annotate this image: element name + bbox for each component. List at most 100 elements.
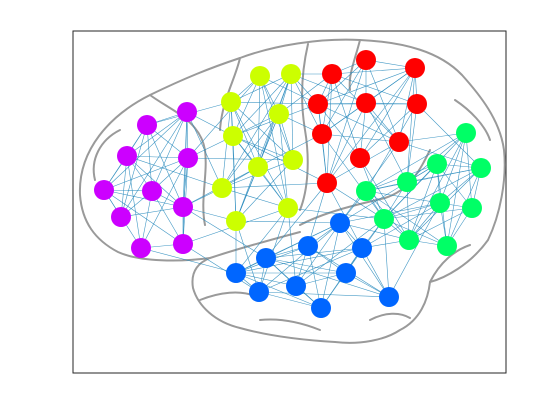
network-edge (365, 132, 467, 192)
network-edge (235, 272, 297, 287)
node-purple (117, 146, 137, 166)
node-green (430, 193, 450, 213)
network-edge (320, 218, 385, 309)
network-edge (317, 103, 400, 143)
network-edge (408, 207, 473, 241)
network-edge (326, 182, 385, 220)
network-edge (259, 75, 319, 105)
network-edge (326, 102, 367, 184)
network-edge (146, 124, 153, 192)
network-edge (103, 189, 184, 245)
network-edge (365, 190, 441, 204)
network-edge (388, 202, 441, 298)
network-edge (120, 155, 128, 218)
network-edge (230, 101, 319, 105)
network-edge (120, 111, 188, 218)
network-edge (290, 73, 367, 104)
network-edge (182, 243, 260, 293)
network-edge (326, 67, 416, 184)
node-green (437, 236, 457, 256)
node-purple (131, 238, 151, 258)
node-yellow (269, 104, 289, 124)
network-edge (320, 222, 341, 309)
node-purple (173, 234, 193, 254)
node-blue (311, 298, 331, 318)
node-yellow (212, 178, 232, 198)
network-edge (307, 182, 328, 247)
node-red (312, 124, 332, 144)
node-red (356, 50, 376, 70)
node-green (397, 172, 417, 192)
node-blue (226, 263, 246, 283)
node-yellow (278, 198, 298, 218)
network-edge (317, 59, 367, 105)
network-edge (383, 218, 390, 298)
node-blue (249, 282, 269, 302)
network-edge (182, 111, 188, 245)
network-edge (235, 220, 341, 224)
node-purple (94, 180, 114, 200)
node-purple (178, 148, 198, 168)
network-edge (331, 67, 416, 75)
network-edge (151, 111, 188, 192)
network-edge (232, 73, 292, 137)
network-edge (235, 73, 292, 222)
network-edge (295, 222, 341, 287)
node-red (317, 173, 337, 193)
network-edge (221, 187, 289, 209)
node-blue (379, 287, 399, 307)
network-edge (408, 163, 438, 241)
node-red (350, 148, 370, 168)
network-edge (439, 132, 467, 204)
network-edge (365, 190, 448, 247)
node-red (322, 64, 342, 84)
network-edge (265, 182, 328, 259)
node-red (389, 132, 409, 152)
network-edge (126, 155, 142, 249)
network-edge (120, 206, 184, 218)
node-yellow (250, 66, 270, 86)
network-edge (265, 257, 390, 298)
network-edge (120, 124, 148, 218)
node-green (356, 181, 376, 201)
network-edge (331, 73, 418, 105)
network-edge (258, 222, 341, 293)
network-edge (235, 247, 363, 274)
node-blue (286, 276, 306, 296)
network-edge (406, 67, 416, 183)
node-green (462, 198, 482, 218)
node-blue (336, 263, 356, 283)
network-edge (235, 159, 294, 222)
network-edge (235, 272, 322, 309)
network-edge (187, 75, 261, 159)
network-edge (321, 133, 400, 143)
network-edge (230, 101, 289, 209)
network-edge (339, 222, 390, 298)
network-edge (416, 103, 482, 169)
brain-outline (78, 38, 506, 344)
node-yellow (221, 92, 241, 112)
network-edge (383, 167, 482, 220)
network-edge (383, 207, 473, 220)
network-edge (232, 135, 237, 222)
node-green (471, 158, 491, 178)
network-edge (126, 155, 189, 159)
network-edge (339, 163, 438, 224)
node-yellow (248, 157, 268, 177)
node-red (405, 58, 425, 78)
network-edge (258, 247, 363, 293)
network-edge (359, 103, 418, 159)
node-yellow (281, 64, 301, 84)
network-edge (126, 155, 223, 189)
node-purple (142, 181, 162, 201)
network-edge (221, 182, 328, 189)
node-purple (137, 115, 157, 135)
network-edge (326, 59, 367, 184)
node-purple (173, 197, 193, 217)
network-edge (221, 113, 280, 189)
network-edge (146, 124, 184, 208)
node-blue (330, 213, 350, 233)
node-yellow (283, 150, 303, 170)
node-green (399, 230, 419, 250)
